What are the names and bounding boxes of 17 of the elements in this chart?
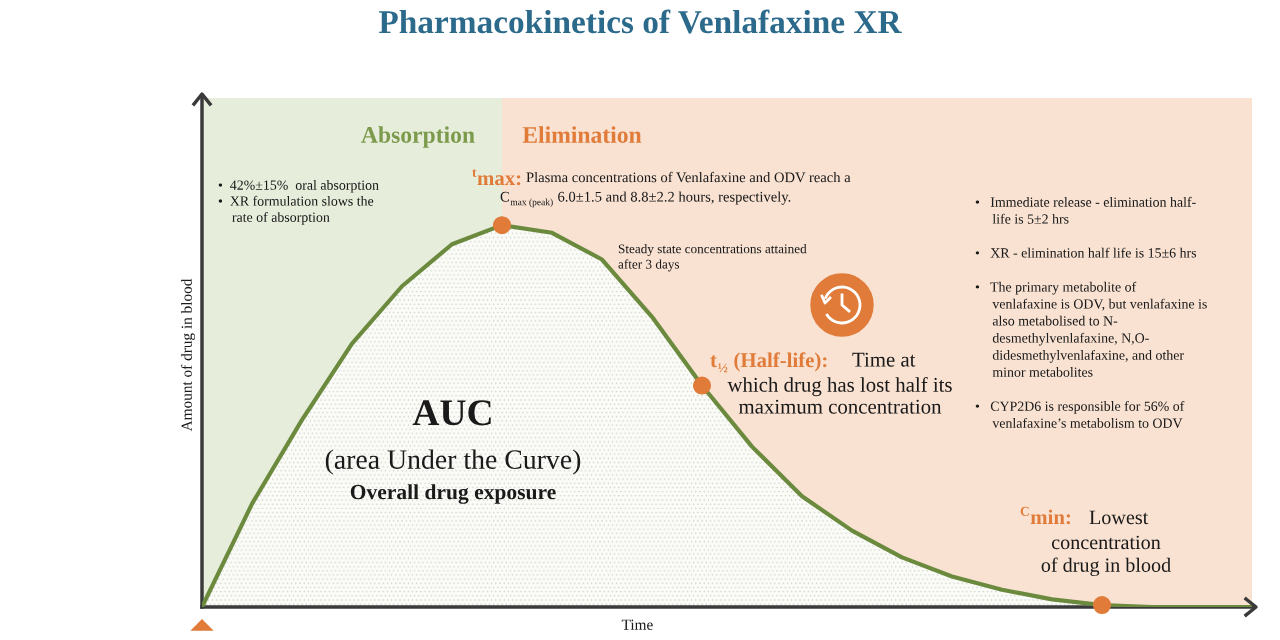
text: Plasma concentrations of Venlafaxine and ODV reach a [526, 171, 851, 183]
annotation: Time at [852, 352, 916, 367]
annotation: AUC [412, 400, 491, 426]
text: Absorption [361, 126, 475, 148]
annotation: (area Under the Curve) [325, 449, 581, 475]
annotation: concentration of drug in blood [1041, 535, 1171, 577]
annotation: which drug has lost half its maximum concentration [727, 377, 952, 414]
text: Elimination [522, 126, 642, 143]
annotation: Lowest [1089, 510, 1149, 525]
y-axis-title: Amount of drug in blood [180, 278, 196, 432]
text: • 42%±15% oral absorption • XR formulation slows the rate of absorption [218, 180, 379, 225]
text: • Immediate release - elimination half- life is 5±2 hrs • XR - elimination half life is 15±6 hrs • The primary metabolite of venlafaxine is ODV, but venlafaxine is also metabolised to N- desmethylvenlafaxine, N,O- didesmethylvenlafaxine, and other minor metabolites • CYP2D6 is responsible for 56% of venlafaxine’s metabolism to ODV [975, 196, 1207, 428]
x-axis-title: Time [621, 619, 653, 630]
annotation: Steady state concentrations attained after 3 days [618, 244, 807, 272]
chart-title: Pharmacokinetics of Venlafaxine XR [378, 9, 902, 34]
annotation: Overall drug exposure [350, 484, 556, 504]
text: tmax: [472, 169, 521, 186]
